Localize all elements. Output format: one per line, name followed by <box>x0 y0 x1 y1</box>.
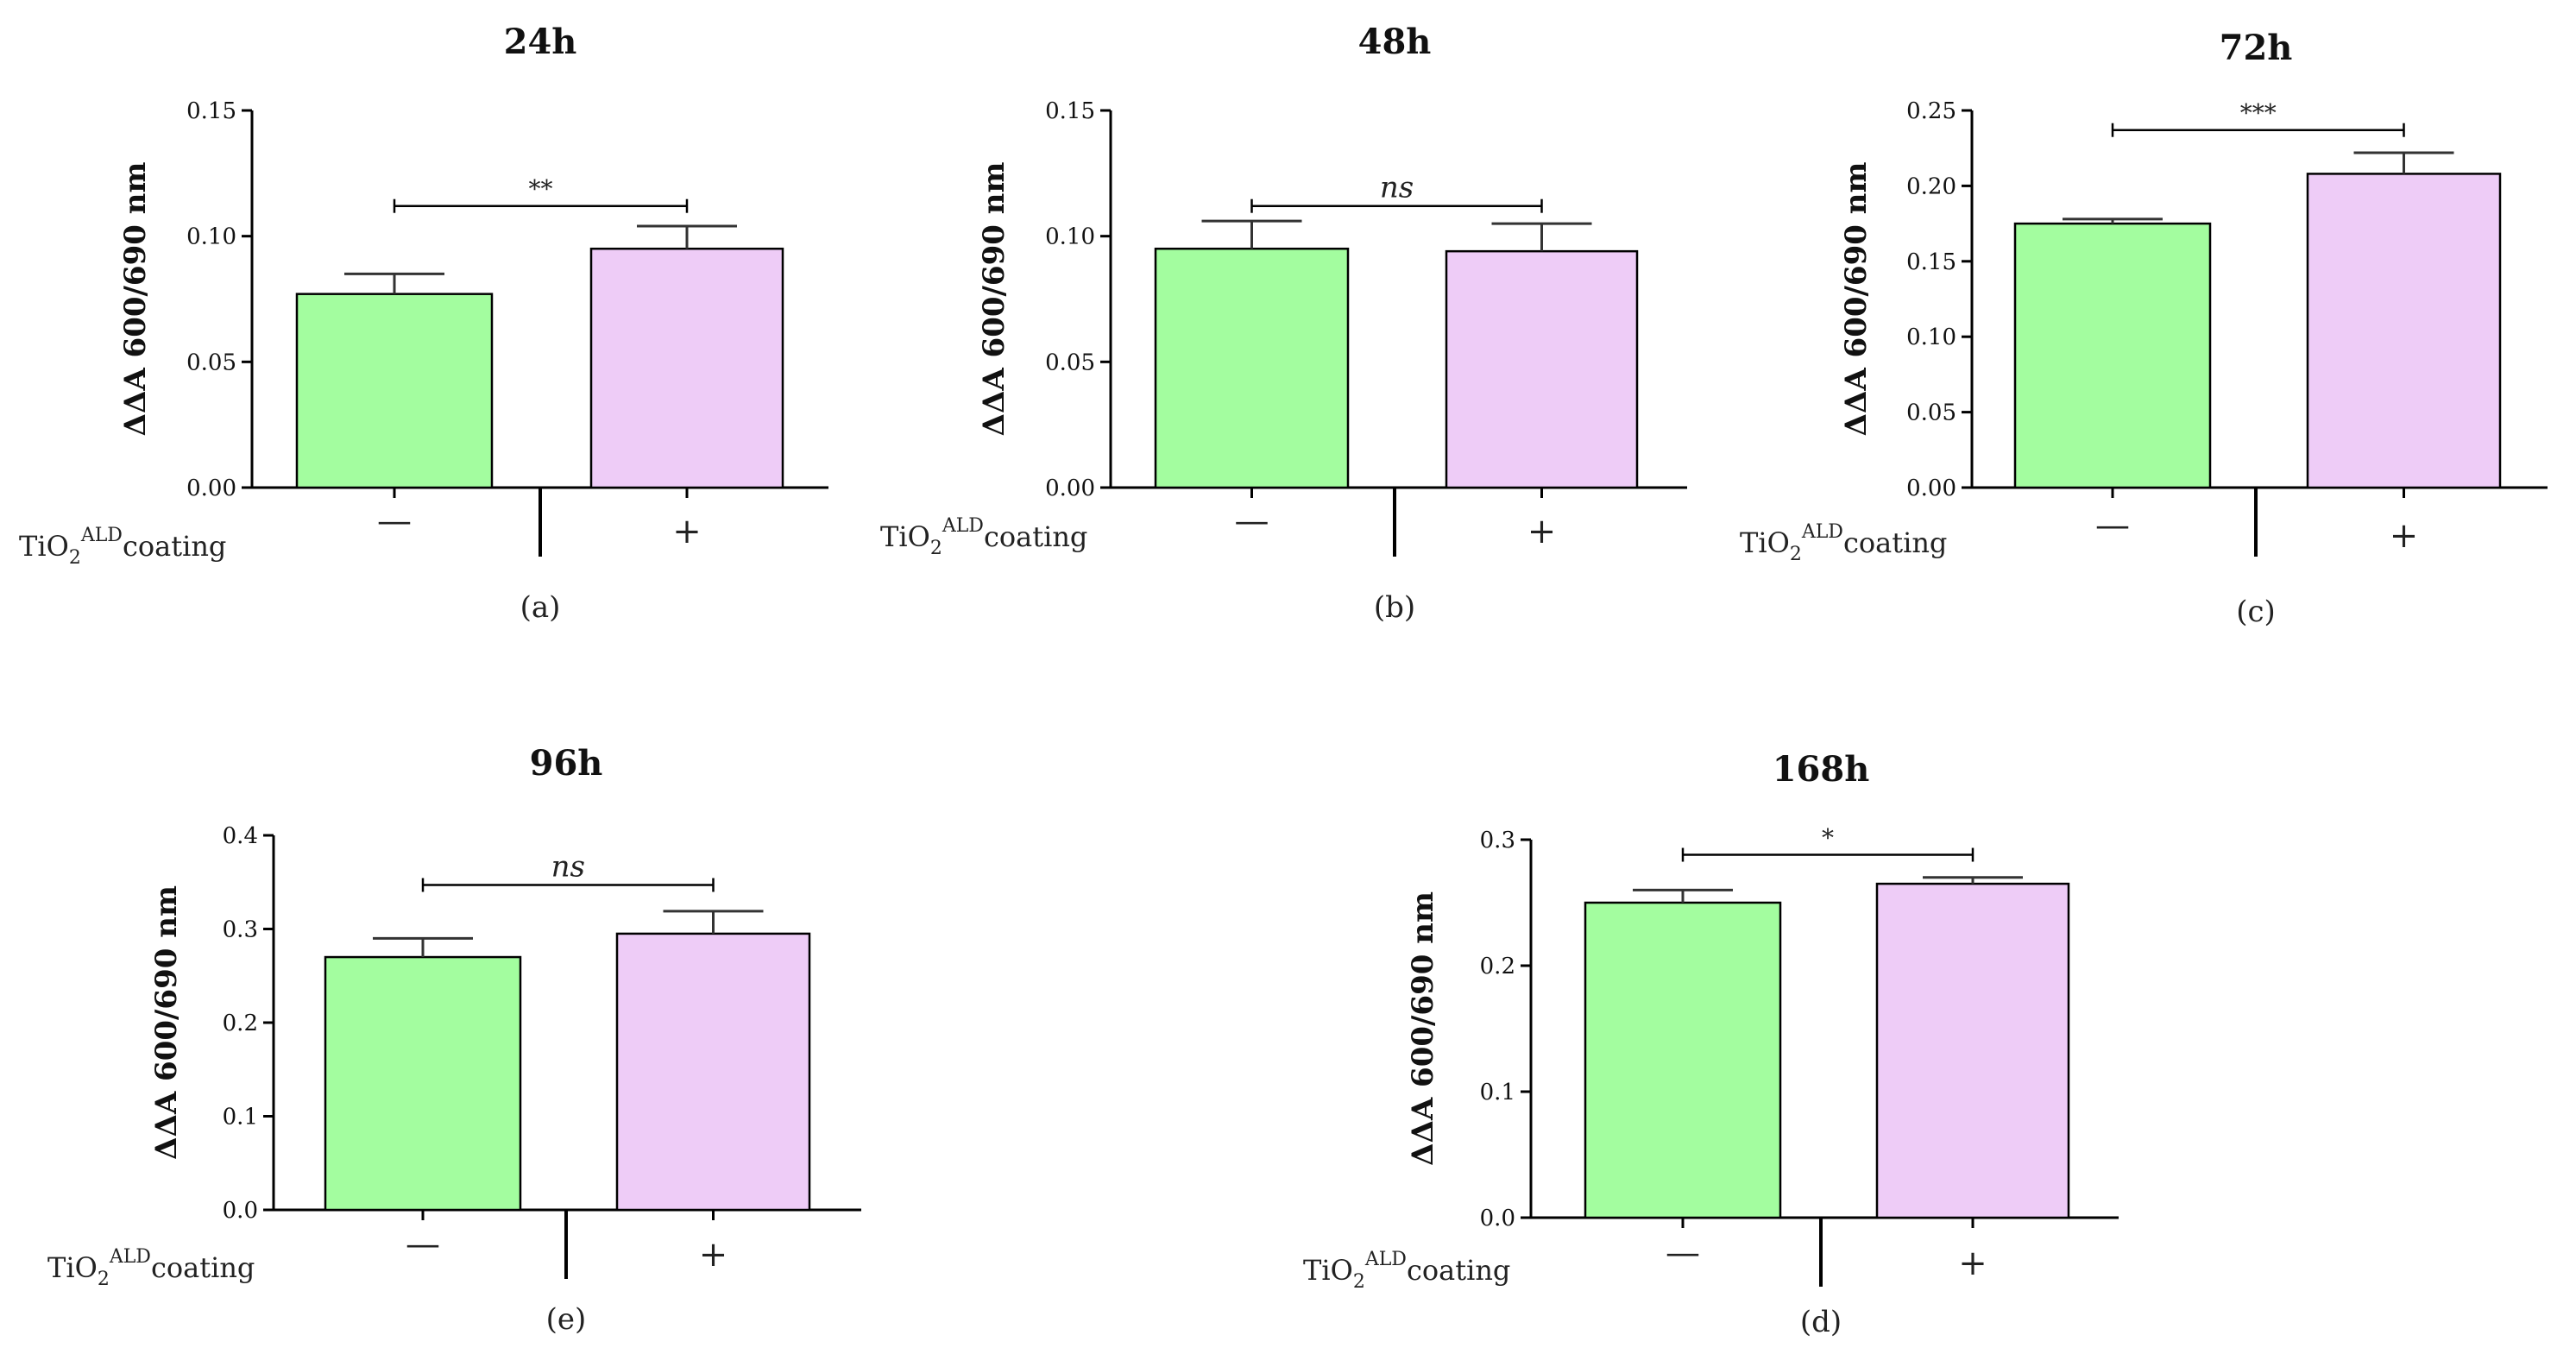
y-tick-label: 0.00 <box>1045 475 1095 501</box>
y-tick-label: 0.00 <box>186 475 236 501</box>
significance-label: ** <box>529 175 553 204</box>
coating-label: TiO2ALDcoating <box>1303 1249 1510 1293</box>
y-tick-label: 0.15 <box>1906 249 1956 275</box>
coating-rest: coating <box>984 520 1087 553</box>
coating-superscript: ALD <box>1801 521 1843 543</box>
coating-label: TiO2ALDcoating <box>1740 521 1947 565</box>
y-tick-label: 0.2 <box>223 1011 258 1036</box>
y-tick-label: 0.3 <box>223 917 258 943</box>
coating-label: TiO2ALDcoating <box>880 515 1087 559</box>
chart-panel-e: 96h ΔΔA 600/690 nm 0.0 0.1 0.2 0.3 0.4 — + TiO2AL… <box>47 743 861 1337</box>
y-tick-label: 0.10 <box>1906 324 1956 350</box>
coating-base: TiO <box>19 530 69 563</box>
bar-uncoated <box>1584 901 1782 1219</box>
coating-subscript: 2 <box>1790 544 1802 565</box>
coating-rest: coating <box>1843 526 1947 559</box>
y-axis-label: ΔΔA 600/690 nm <box>1406 891 1440 1166</box>
y-tick-label: 0.05 <box>1906 400 1956 426</box>
category-label: + <box>672 512 702 551</box>
panel-label: (a) <box>520 590 561 625</box>
coating-superscript: ALD <box>1364 1249 1407 1270</box>
panel-label: (b) <box>1374 590 1415 625</box>
category-label: + <box>2390 516 2419 556</box>
bar-uncoated <box>295 293 494 489</box>
bar-coated <box>589 247 784 489</box>
coating-subscript: 2 <box>930 538 942 559</box>
chart-title: 96h <box>530 743 603 784</box>
y-axis-label: ΔΔA 600/690 nm <box>1839 162 1874 437</box>
y-axis-label: ΔΔA 600/690 nm <box>977 162 1011 437</box>
chart-title: 48h <box>1358 22 1432 62</box>
panel-label: (c) <box>2236 595 2276 629</box>
chart-title: 72h <box>2220 28 2293 68</box>
panel-label: (d) <box>1800 1305 1842 1339</box>
chart-panel-a: 24h ΔΔA 600/690 nm 0.00 0.05 0.10 0.15 — + TiO2A… <box>19 22 828 625</box>
chart-panel-d: 168h ΔΔA 600/690 nm 0.0 0.1 0.2 0.3 — + TiO2ALDc… <box>1303 749 2119 1339</box>
coating-base: TiO <box>880 520 930 553</box>
coating-subscript: 2 <box>98 1269 110 1290</box>
chart-title: 24h <box>504 22 577 62</box>
y-tick-label: 0.15 <box>1045 98 1095 124</box>
y-tick-label: 0.05 <box>186 350 236 375</box>
coating-base: TiO <box>47 1251 98 1284</box>
bar-uncoated <box>2013 222 2212 489</box>
y-axis-label: ΔΔA 600/690 nm <box>118 162 153 437</box>
y-tick-label: 0.05 <box>1045 350 1095 375</box>
y-tick-label: 0.25 <box>1906 98 1956 124</box>
coating-base: TiO <box>1740 526 1790 559</box>
y-tick-label: 0.2 <box>1480 954 1515 979</box>
bar-coated <box>615 932 811 1212</box>
category-label: + <box>1527 512 1557 551</box>
y-tick-label: 0.00 <box>1906 475 1956 501</box>
category-label: — <box>377 501 412 541</box>
significance-label: ns <box>1380 171 1414 205</box>
category-label: — <box>1666 1233 1700 1273</box>
y-tick-label: 0.4 <box>223 823 258 849</box>
coating-label: TiO2ALDcoating <box>19 525 226 569</box>
coating-label: TiO2ALDcoating <box>47 1246 255 1290</box>
coating-rest: coating <box>1407 1254 1510 1287</box>
chart-panel-c: 72h ΔΔA 600/690 nm 0.00 0.05 0.10 0.15 0.20 0.2… <box>1740 28 2548 629</box>
coating-rest: coating <box>151 1251 255 1284</box>
chart-panel-b: 48h ΔΔA 600/690 nm 0.00 0.05 0.10 0.15 — + TiO2A… <box>880 22 1687 625</box>
category-label: — <box>406 1225 440 1264</box>
y-tick-label: 0.20 <box>1906 173 1956 199</box>
y-tick-label: 0.10 <box>1045 224 1095 250</box>
y-tick-label: 0.10 <box>186 224 236 250</box>
y-tick-label: 0.0 <box>223 1198 258 1224</box>
y-tick-label: 0.1 <box>223 1105 258 1130</box>
coating-superscript: ALD <box>942 515 984 537</box>
category-label: + <box>1958 1244 1987 1283</box>
significance-label: *** <box>2240 99 2277 128</box>
bar-uncoated <box>324 955 522 1212</box>
category-label: — <box>1235 501 1269 541</box>
category-label: — <box>2095 506 2130 545</box>
coating-subscript: 2 <box>69 547 81 569</box>
coating-base: TiO <box>1303 1254 1353 1287</box>
bar-coated <box>1875 882 2070 1219</box>
significance-label: ns <box>551 850 585 885</box>
bar-uncoated <box>1154 247 1350 489</box>
bar-coated <box>2306 173 2502 489</box>
y-tick-label: 0.3 <box>1480 828 1515 853</box>
coating-rest: coating <box>123 530 226 563</box>
coating-superscript: ALD <box>80 525 123 546</box>
significance-label: * <box>1822 824 1834 853</box>
category-label: + <box>699 1235 728 1275</box>
panel-label: (e) <box>546 1302 587 1337</box>
y-tick-label: 0.15 <box>186 98 236 124</box>
y-tick-label: 0.1 <box>1480 1080 1515 1105</box>
y-axis-label: ΔΔA 600/690 nm <box>149 885 184 1160</box>
coating-superscript: ALD <box>109 1246 151 1268</box>
chart-title: 168h <box>1773 749 1870 790</box>
bar-coated <box>1445 249 1639 489</box>
coating-subscript: 2 <box>1353 1271 1365 1293</box>
y-tick-label: 0.0 <box>1480 1206 1515 1231</box>
